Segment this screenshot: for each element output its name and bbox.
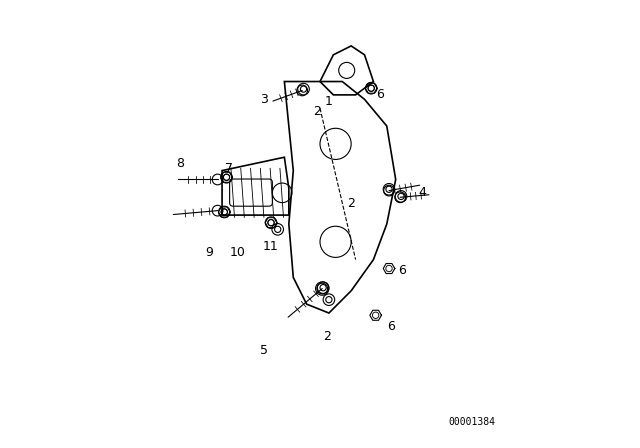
Text: 7: 7 [225,162,233,175]
Text: 6: 6 [399,264,406,277]
Text: 2: 2 [313,105,321,118]
Text: 8: 8 [176,157,184,170]
Text: 9: 9 [205,246,212,259]
Text: 11: 11 [263,240,279,253]
Text: 6: 6 [376,88,384,101]
Text: 1: 1 [325,95,333,108]
Text: 2: 2 [323,330,331,343]
Text: 3: 3 [260,93,268,106]
Text: 2: 2 [348,198,355,211]
Text: 5: 5 [260,345,268,358]
Text: 10: 10 [230,246,246,259]
Text: 6: 6 [387,320,395,333]
Text: 4: 4 [419,186,426,199]
Text: 00001384: 00001384 [449,417,496,426]
